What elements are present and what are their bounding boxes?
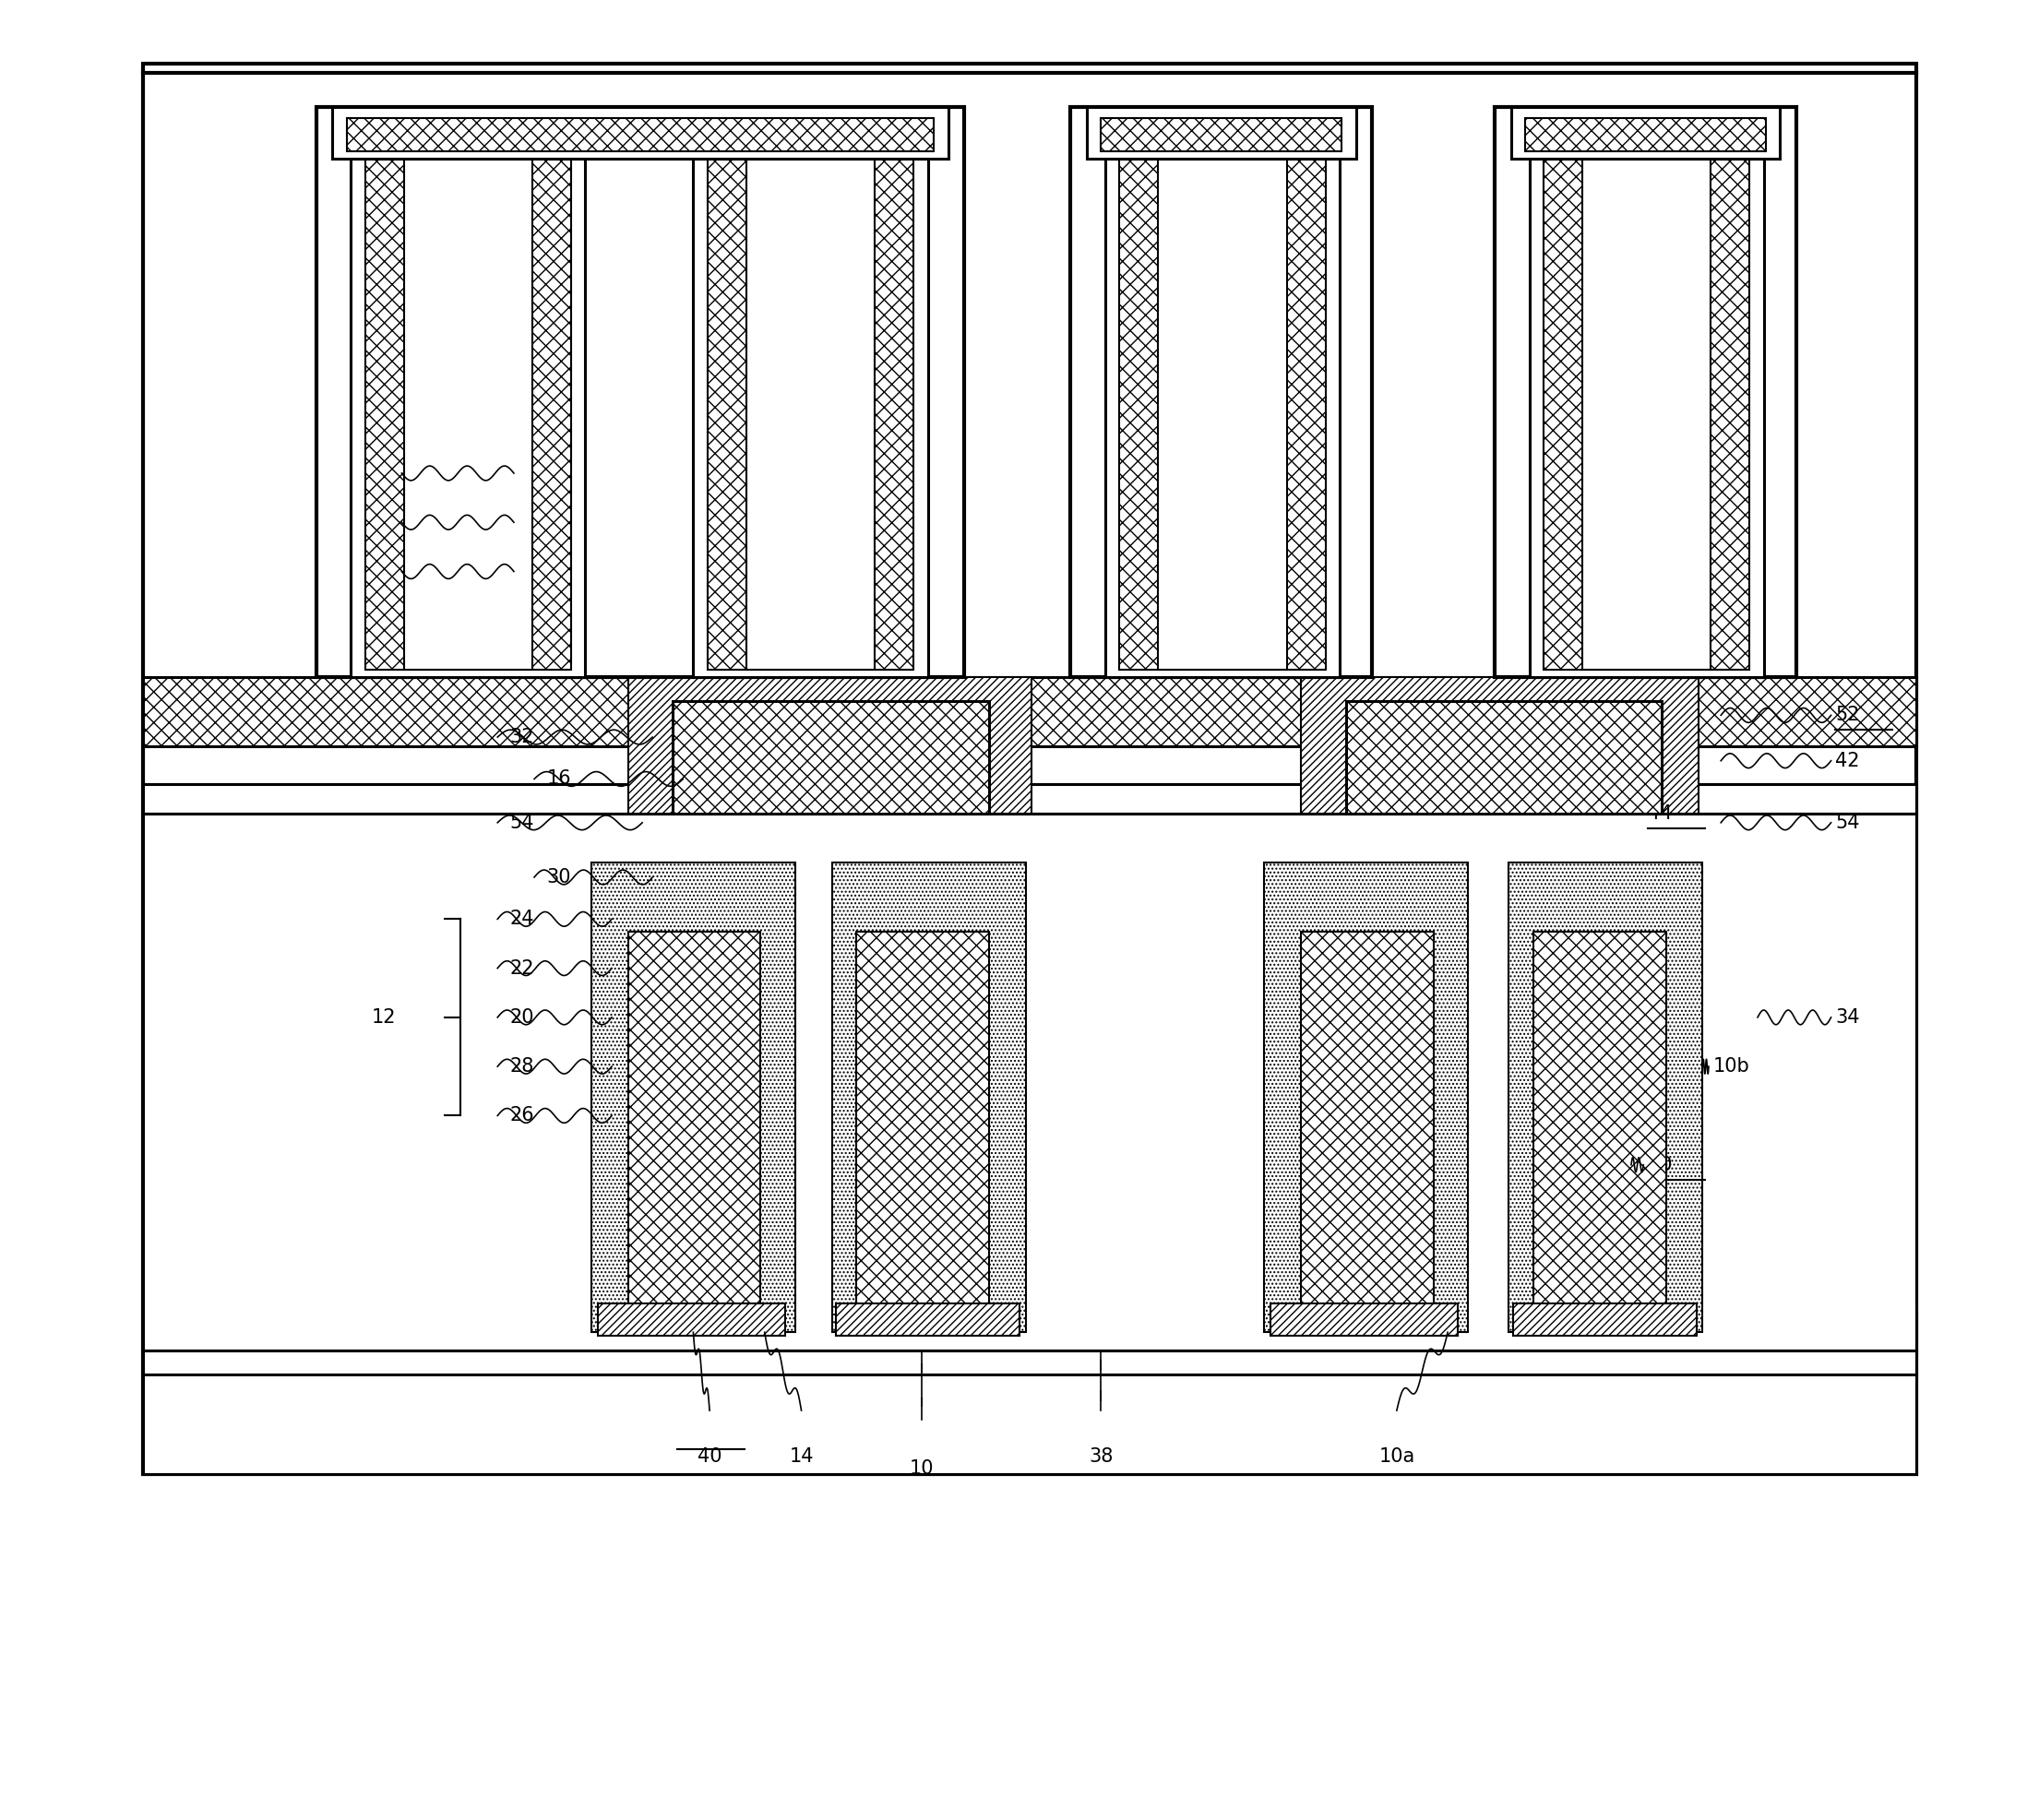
Bar <box>1346 701 1662 814</box>
Bar <box>1509 863 1703 1332</box>
Text: 28: 28 <box>510 1057 534 1076</box>
Text: 38: 38 <box>1089 1447 1113 1465</box>
Text: 30: 30 <box>546 868 571 886</box>
Bar <box>1119 158 1325 670</box>
Bar <box>856 932 989 1314</box>
Text: 12: 12 <box>371 1008 396 1026</box>
Bar <box>365 158 571 670</box>
Bar <box>1495 107 1796 677</box>
Text: 48: 48 <box>530 513 555 531</box>
Bar <box>628 932 761 1314</box>
Text: 18: 18 <box>371 513 396 531</box>
Bar <box>347 118 934 151</box>
Text: 52: 52 <box>1835 706 1860 724</box>
Text: 22: 22 <box>510 959 534 977</box>
Text: 54: 54 <box>510 814 534 832</box>
Bar <box>332 107 948 158</box>
Bar <box>1533 932 1666 1314</box>
Bar <box>1301 932 1433 1314</box>
Bar <box>1529 158 1764 677</box>
Bar <box>1582 158 1711 670</box>
Text: 50: 50 <box>530 464 555 482</box>
Text: 34: 34 <box>1835 1008 1860 1026</box>
Text: 40: 40 <box>1648 1156 1672 1174</box>
Bar <box>351 158 585 677</box>
Text: 40: 40 <box>697 1447 722 1465</box>
Bar <box>1513 1303 1696 1336</box>
Bar <box>143 784 1917 814</box>
Bar <box>143 1310 1917 1474</box>
Bar <box>746 158 875 670</box>
Bar <box>1301 677 1698 814</box>
Bar <box>597 1303 785 1336</box>
Text: 32: 32 <box>510 728 534 746</box>
Bar <box>1158 158 1287 670</box>
Text: 42: 42 <box>1835 752 1860 770</box>
Bar <box>1070 107 1372 677</box>
Bar <box>316 107 964 677</box>
Bar <box>673 701 989 814</box>
Bar <box>143 814 1917 1350</box>
Bar <box>628 677 1032 814</box>
Text: 16: 16 <box>546 770 571 788</box>
Bar <box>143 64 1917 1474</box>
Text: 20: 20 <box>510 1008 534 1026</box>
Bar <box>1270 1303 1458 1336</box>
Text: 10b: 10b <box>1713 1057 1749 1076</box>
Bar <box>832 863 1026 1332</box>
Text: 10: 10 <box>909 1460 934 1478</box>
Text: 54: 54 <box>1835 814 1860 832</box>
Text: 46: 46 <box>530 562 555 581</box>
Text: 24: 24 <box>510 910 534 928</box>
Bar <box>591 863 795 1332</box>
Bar <box>1511 107 1780 158</box>
Bar <box>1264 863 1468 1332</box>
Bar <box>143 677 1917 746</box>
Bar <box>1101 118 1342 151</box>
Bar <box>836 1303 1020 1336</box>
Bar <box>404 158 532 670</box>
Bar <box>1087 107 1356 158</box>
Bar <box>708 158 913 670</box>
Text: 14: 14 <box>789 1447 814 1465</box>
Bar <box>1525 118 1766 151</box>
Bar <box>1105 158 1340 677</box>
Bar <box>693 158 928 677</box>
Text: 10a: 10a <box>1378 1447 1415 1465</box>
Bar <box>1544 158 1749 670</box>
Text: 44: 44 <box>1648 804 1672 823</box>
Text: 26: 26 <box>510 1107 534 1125</box>
